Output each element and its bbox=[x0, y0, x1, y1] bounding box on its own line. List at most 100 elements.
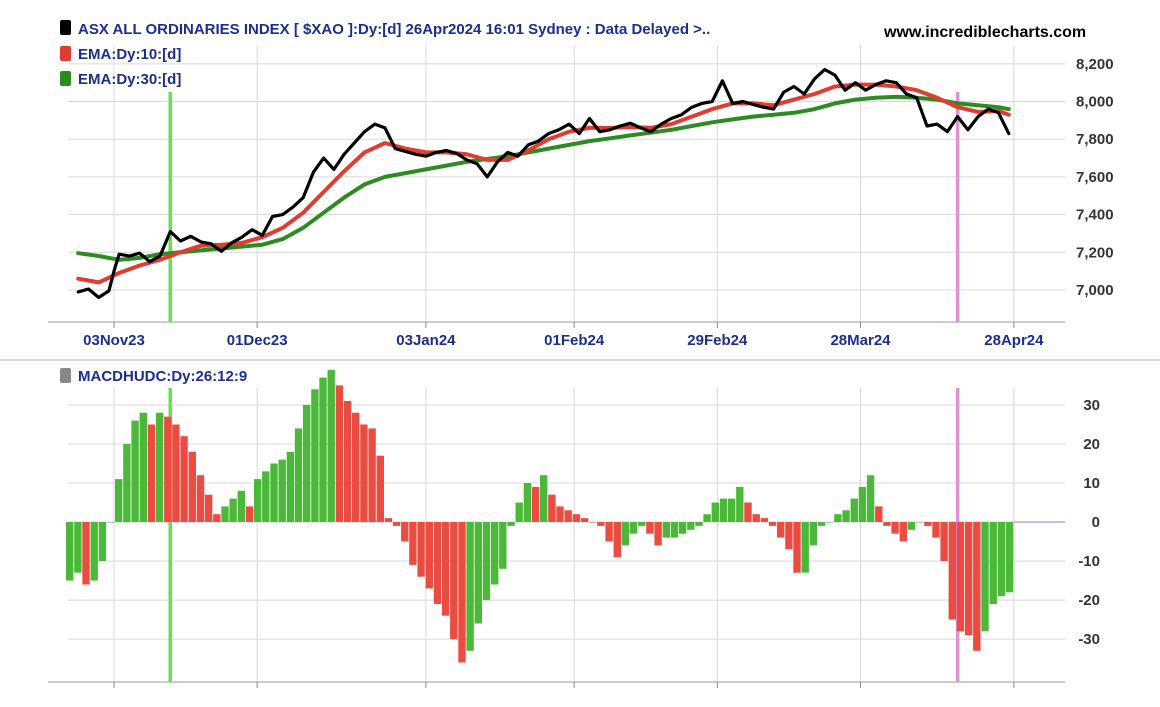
macd-y-tick-label: 0 bbox=[1092, 514, 1100, 531]
x-tick-label: 01Dec23 bbox=[227, 332, 288, 349]
macd-bar bbox=[98, 522, 107, 561]
macd-bar bbox=[589, 522, 597, 523]
macd-bar bbox=[866, 475, 875, 522]
macd-bar bbox=[131, 420, 139, 523]
macd-bar bbox=[115, 479, 123, 522]
macd-bar bbox=[106, 522, 115, 523]
legend-swatch-ema30 bbox=[60, 71, 71, 86]
ema10-line bbox=[76, 82, 1011, 285]
macd-bar bbox=[678, 522, 687, 534]
x-tick-label: 03Nov23 bbox=[83, 332, 145, 349]
macd-bar bbox=[744, 502, 752, 522]
macd-bar bbox=[785, 522, 793, 550]
macd-bar bbox=[973, 522, 981, 651]
macd-bar bbox=[752, 514, 760, 522]
macd-bar bbox=[989, 522, 997, 604]
macd-bar bbox=[196, 475, 205, 522]
macd-bar bbox=[809, 522, 818, 546]
macd-bar bbox=[466, 522, 474, 651]
macd-bar bbox=[482, 522, 491, 601]
macd-y-tick-labels: -30 -20 -10 0 10 20 30 bbox=[1078, 397, 1100, 648]
macd-bar bbox=[401, 522, 409, 542]
macd-bar bbox=[66, 522, 74, 581]
brand-watermark: www.incrediblecharts.com bbox=[883, 24, 1086, 41]
macd-bar bbox=[711, 502, 719, 522]
x-tick-label: 03Jan24 bbox=[396, 332, 456, 349]
macd-bar bbox=[123, 444, 131, 523]
macd-bar bbox=[842, 510, 850, 522]
legend-price-title: ASX ALL ORDINARIES INDEX [ $XAO ]:Dy:[d]… bbox=[78, 21, 710, 38]
macd-bar bbox=[883, 522, 891, 526]
macd-grid bbox=[48, 388, 1065, 688]
macd-y-tick-label: 20 bbox=[1083, 436, 1100, 453]
macd-y-tick-label: -20 bbox=[1078, 592, 1100, 609]
ema30-line bbox=[76, 94, 1011, 262]
macd-bar bbox=[229, 498, 237, 522]
macd-bar bbox=[638, 522, 646, 526]
macd-bar bbox=[270, 463, 278, 523]
price-y-tick-label: 7,200 bbox=[1076, 244, 1114, 261]
macd-bar bbox=[491, 522, 499, 585]
macd-bar bbox=[875, 506, 883, 522]
legend-swatch-price bbox=[60, 20, 71, 35]
macd-bar bbox=[343, 401, 352, 522]
macd-bar bbox=[507, 522, 515, 526]
x-tick-label: 28Mar24 bbox=[830, 332, 891, 349]
macd-panel: -30 -20 -10 0 10 20 30 bbox=[48, 369, 1100, 688]
macd-bar bbox=[474, 522, 482, 624]
macd-bar bbox=[90, 522, 98, 581]
macd-bar bbox=[687, 522, 695, 530]
macd-bar bbox=[327, 369, 335, 522]
price-legend: ASX ALL ORDINARIES INDEX [ $XAO ]:Dy:[d]… bbox=[60, 20, 710, 88]
macd-bar bbox=[311, 389, 319, 522]
macd-bar bbox=[997, 522, 1006, 597]
macd-bar bbox=[531, 486, 540, 522]
macd-bar bbox=[924, 522, 932, 526]
price-y-tick-label: 8,200 bbox=[1076, 56, 1114, 73]
macd-bar bbox=[629, 522, 638, 534]
price-vertical-markers bbox=[168, 92, 960, 322]
macd-bar bbox=[360, 424, 368, 523]
macd-bar bbox=[670, 522, 679, 538]
macd-bar bbox=[433, 522, 442, 604]
macd-bar bbox=[981, 522, 989, 632]
macd-bar bbox=[965, 522, 973, 636]
macd-bar bbox=[899, 522, 907, 542]
macd-bar bbox=[948, 522, 956, 620]
macd-bar bbox=[956, 522, 965, 632]
macd-bar bbox=[499, 522, 507, 569]
macd-bar bbox=[703, 514, 711, 522]
macd-bar bbox=[409, 522, 417, 565]
macd-bar bbox=[605, 522, 613, 542]
x-tick-label: 28Apr24 bbox=[984, 332, 1044, 349]
x-tick-label: 29Feb24 bbox=[687, 332, 748, 349]
price-series-lines bbox=[76, 67, 1011, 300]
macd-bar bbox=[719, 498, 728, 522]
x-tick-label: 01Feb24 bbox=[544, 332, 605, 349]
macd-bar bbox=[352, 412, 360, 522]
macd-bar bbox=[180, 436, 188, 523]
macd-bar bbox=[450, 522, 458, 640]
macd-bar bbox=[556, 506, 564, 522]
legend-swatch-macd bbox=[60, 368, 71, 383]
macd-bar bbox=[335, 385, 344, 522]
macd-bar bbox=[760, 518, 769, 522]
macd-y-tick-label: -30 bbox=[1078, 631, 1100, 648]
legend-macd: MACDHUDC:Dy:26:12:9 bbox=[78, 368, 247, 385]
macd-bar bbox=[915, 522, 924, 523]
macd-bar bbox=[147, 424, 156, 523]
macd-bar bbox=[793, 522, 801, 573]
macd-bar bbox=[458, 522, 466, 663]
macd-bar bbox=[613, 522, 621, 558]
macd-bar bbox=[940, 522, 948, 561]
macd-bar bbox=[368, 428, 376, 523]
legend-swatch-ema10 bbox=[60, 46, 71, 61]
macd-bar bbox=[548, 494, 556, 522]
macd-bar bbox=[139, 412, 147, 522]
macd-bar bbox=[768, 522, 777, 526]
macd-bar bbox=[425, 522, 433, 589]
macd-bar bbox=[523, 483, 532, 522]
macd-bar bbox=[417, 522, 425, 577]
price-y-tick-label: 7,400 bbox=[1076, 207, 1114, 224]
